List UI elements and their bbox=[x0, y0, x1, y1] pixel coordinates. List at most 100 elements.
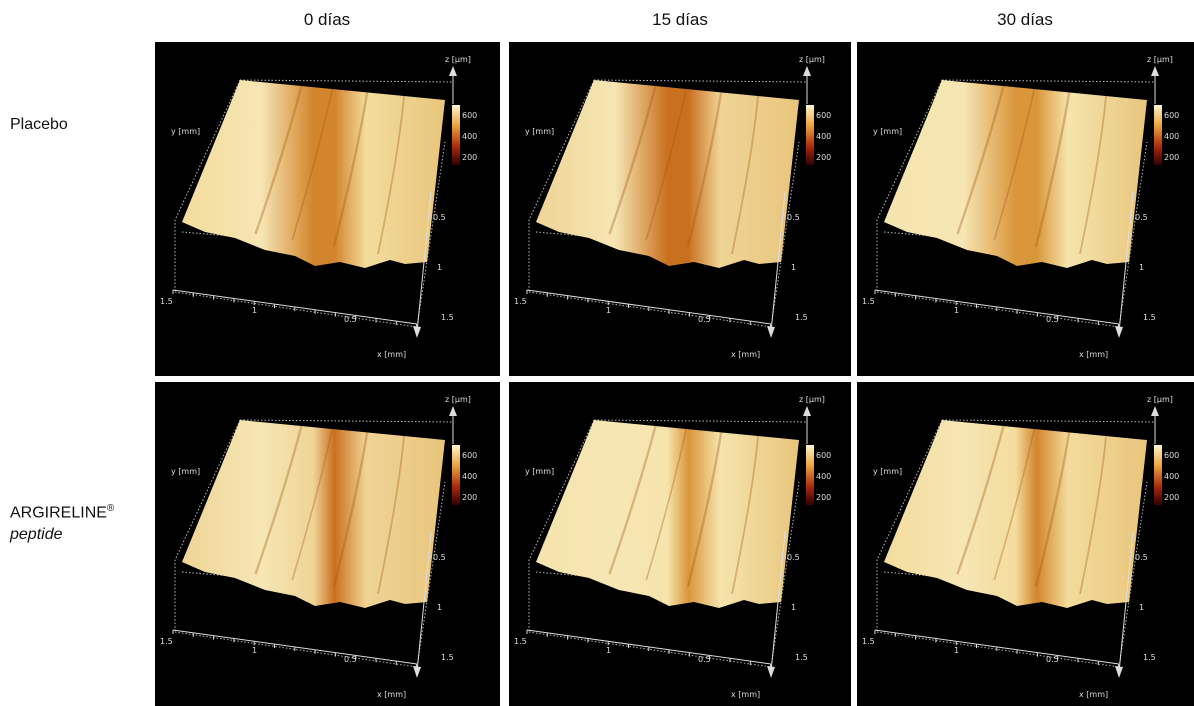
y-tick-label: 0.5 bbox=[787, 213, 800, 222]
x-tick-label: 1 bbox=[252, 646, 257, 655]
y-tick-label: 0.5 bbox=[1135, 553, 1148, 562]
colorbar bbox=[806, 445, 814, 505]
colorbar-tick-label: 600 bbox=[462, 451, 477, 460]
x-tick-label: 1 bbox=[954, 306, 959, 315]
arrowhead bbox=[1151, 406, 1159, 416]
y-tick-label: 1 bbox=[437, 263, 442, 272]
registered-mark: ® bbox=[107, 503, 114, 514]
x-tick-label: 0.5 bbox=[698, 655, 711, 664]
colorbar-tick-label: 200 bbox=[462, 493, 477, 502]
y-tick-label: 1 bbox=[791, 263, 796, 272]
z-axis-label: z [µm] bbox=[1147, 395, 1173, 404]
x-tick-label: 1 bbox=[954, 646, 959, 655]
skin-surface bbox=[536, 80, 799, 268]
surface-panel: 600 400 200 z [µm] y [mm] 0.5 1 1.5 1.5 1 0.5 x [mm… bbox=[509, 42, 851, 376]
y-axis-label: y [mm] bbox=[525, 467, 554, 476]
colorbar-tick-label: 600 bbox=[1164, 111, 1179, 120]
y-tick-label: 0.5 bbox=[433, 553, 446, 562]
x-axis-label: x [mm] bbox=[731, 350, 760, 359]
x-tick-label: 0.5 bbox=[1046, 315, 1059, 324]
arrowhead bbox=[1151, 66, 1159, 76]
row-label: ARGIRELINE®peptide bbox=[10, 498, 114, 546]
x-tick-label: 1.5 bbox=[862, 637, 875, 646]
y-tick-label: 1 bbox=[1139, 603, 1144, 612]
x-tick-label: 0.5 bbox=[344, 655, 357, 664]
skin-surface bbox=[884, 420, 1147, 608]
row-label-text: ARGIRELINE bbox=[10, 504, 107, 521]
row-label-text: Placebo bbox=[10, 116, 68, 133]
colorbar-tick-label: 200 bbox=[1164, 493, 1179, 502]
x-tick-label: 1 bbox=[606, 306, 611, 315]
x-tick-label: 1.5 bbox=[514, 297, 527, 306]
colorbar-tick-label: 600 bbox=[816, 451, 831, 460]
colorbar bbox=[1154, 445, 1162, 505]
colorbar-tick-label: 400 bbox=[816, 472, 831, 481]
y-axis-label: y [mm] bbox=[873, 127, 902, 136]
arrowhead bbox=[449, 66, 457, 76]
y-tick-label: 1.5 bbox=[795, 653, 808, 662]
colorbar-tick-label: 200 bbox=[1164, 153, 1179, 162]
surface-panel: 600400200z [µm]y [mm]0.511.51.510.5x [mm… bbox=[857, 42, 1194, 376]
z-axis-label: z [µm] bbox=[1147, 55, 1173, 64]
z-axis-label: z [µm] bbox=[445, 55, 471, 64]
x-axis-label: x [mm] bbox=[1079, 350, 1108, 359]
arrowhead bbox=[449, 406, 457, 416]
colorbar-tick-label: 400 bbox=[1164, 132, 1179, 141]
x-tick-label: 1 bbox=[606, 646, 611, 655]
x-tick-label: 1.5 bbox=[862, 297, 875, 306]
y-tick-label: 1.5 bbox=[1143, 313, 1156, 322]
x-tick-label: 0.5 bbox=[1046, 655, 1059, 664]
skin-surface bbox=[884, 80, 1147, 268]
y-tick-label: 1 bbox=[1139, 263, 1144, 272]
column-header: 15 días bbox=[652, 10, 708, 30]
arrowhead bbox=[803, 66, 811, 76]
colorbar-tick-label: 400 bbox=[462, 132, 477, 141]
x-tick-label: 1 bbox=[252, 306, 257, 315]
colorbar-tick-label: 400 bbox=[816, 132, 831, 141]
colorbar bbox=[452, 105, 460, 165]
colorbar-tick-label: 200 bbox=[816, 153, 831, 162]
surface-panel: 600400200z [µm]y [mm]0.511.51.510.5x [mm… bbox=[509, 382, 851, 706]
z-axis-label: z [µm] bbox=[445, 395, 471, 404]
colorbar-tick-label: 400 bbox=[1164, 472, 1179, 481]
y-axis-label: y [mm] bbox=[171, 127, 200, 136]
y-axis-label: y [mm] bbox=[525, 127, 554, 136]
column-header: 30 días bbox=[997, 10, 1053, 30]
colorbar-tick-label: 600 bbox=[462, 111, 477, 120]
row-label: Placebo bbox=[10, 114, 68, 136]
colorbar-tick-label: 200 bbox=[816, 493, 831, 502]
y-tick-label: 1.5 bbox=[1143, 653, 1156, 662]
y-tick-label: 1.5 bbox=[441, 313, 454, 322]
y-tick-label: 1 bbox=[791, 603, 796, 612]
x-tick-label: 1.5 bbox=[160, 637, 173, 646]
skin-surface bbox=[182, 80, 445, 268]
skin-surface bbox=[536, 420, 799, 608]
colorbar-tick-label: 600 bbox=[816, 111, 831, 120]
skin-surface bbox=[182, 420, 445, 608]
colorbar-tick-label: 400 bbox=[462, 472, 477, 481]
y-tick-label: 1.5 bbox=[795, 313, 808, 322]
x-axis-label: x [mm] bbox=[731, 690, 760, 699]
y-tick-label: 1.5 bbox=[441, 653, 454, 662]
x-axis-label: x [mm] bbox=[377, 350, 406, 359]
x-tick-label: 1.5 bbox=[160, 297, 173, 306]
x-axis-label: x [mm] bbox=[1079, 690, 1108, 699]
y-tick-label: 0.5 bbox=[433, 213, 446, 222]
column-header: 0 días bbox=[304, 10, 350, 30]
colorbar bbox=[452, 445, 460, 505]
y-tick-label: 0.5 bbox=[787, 553, 800, 562]
y-tick-label: 1 bbox=[437, 603, 442, 612]
colorbar-tick-label: 200 bbox=[462, 153, 477, 162]
colorbar bbox=[1154, 105, 1162, 165]
x-tick-label: 0.5 bbox=[698, 315, 711, 324]
colorbar-tick-label: 600 bbox=[1164, 451, 1179, 460]
x-axis-label: x [mm] bbox=[377, 690, 406, 699]
colorbar bbox=[806, 105, 814, 165]
z-axis-label: z [µm] bbox=[799, 55, 825, 64]
arrowhead bbox=[803, 406, 811, 416]
z-axis-label: z [µm] bbox=[799, 395, 825, 404]
figure-page: 0 días 15 días 30 días Placebo ARGIRELIN… bbox=[0, 0, 1194, 706]
